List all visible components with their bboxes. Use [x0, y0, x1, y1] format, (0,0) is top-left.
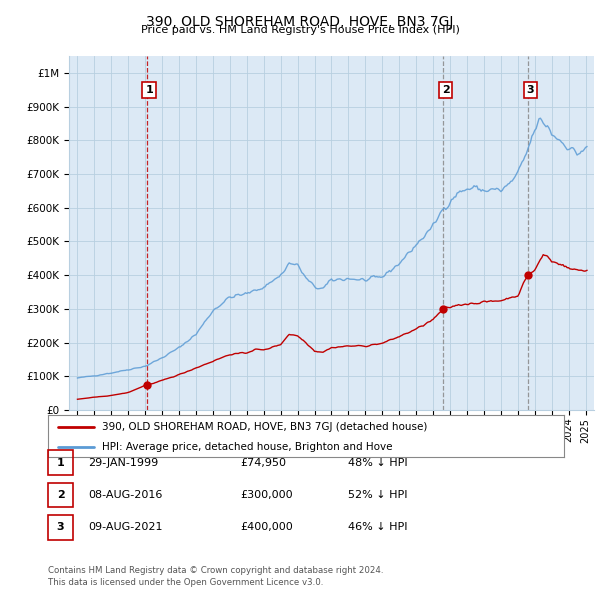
Text: £300,000: £300,000 — [240, 490, 293, 500]
Text: 1: 1 — [145, 85, 153, 95]
Text: 46% ↓ HPI: 46% ↓ HPI — [348, 523, 407, 532]
Text: 48% ↓ HPI: 48% ↓ HPI — [348, 458, 407, 467]
Text: 1: 1 — [57, 458, 64, 467]
Text: 09-AUG-2021: 09-AUG-2021 — [88, 523, 163, 532]
Text: 29-JAN-1999: 29-JAN-1999 — [88, 458, 158, 467]
Text: 390, OLD SHOREHAM ROAD, HOVE, BN3 7GJ (detached house): 390, OLD SHOREHAM ROAD, HOVE, BN3 7GJ (d… — [102, 422, 428, 432]
Text: 3: 3 — [57, 523, 64, 532]
Text: HPI: Average price, detached house, Brighton and Hove: HPI: Average price, detached house, Brig… — [102, 442, 392, 451]
Text: £74,950: £74,950 — [240, 458, 286, 467]
Text: Contains HM Land Registry data © Crown copyright and database right 2024.
This d: Contains HM Land Registry data © Crown c… — [48, 566, 383, 587]
Text: 2: 2 — [57, 490, 64, 500]
Text: £400,000: £400,000 — [240, 523, 293, 532]
Text: Price paid vs. HM Land Registry's House Price Index (HPI): Price paid vs. HM Land Registry's House … — [140, 25, 460, 35]
Text: 390, OLD SHOREHAM ROAD, HOVE, BN3 7GJ: 390, OLD SHOREHAM ROAD, HOVE, BN3 7GJ — [146, 15, 454, 29]
Text: 08-AUG-2016: 08-AUG-2016 — [88, 490, 163, 500]
Text: 2: 2 — [442, 85, 449, 95]
Text: 52% ↓ HPI: 52% ↓ HPI — [348, 490, 407, 500]
Text: 3: 3 — [527, 85, 535, 95]
